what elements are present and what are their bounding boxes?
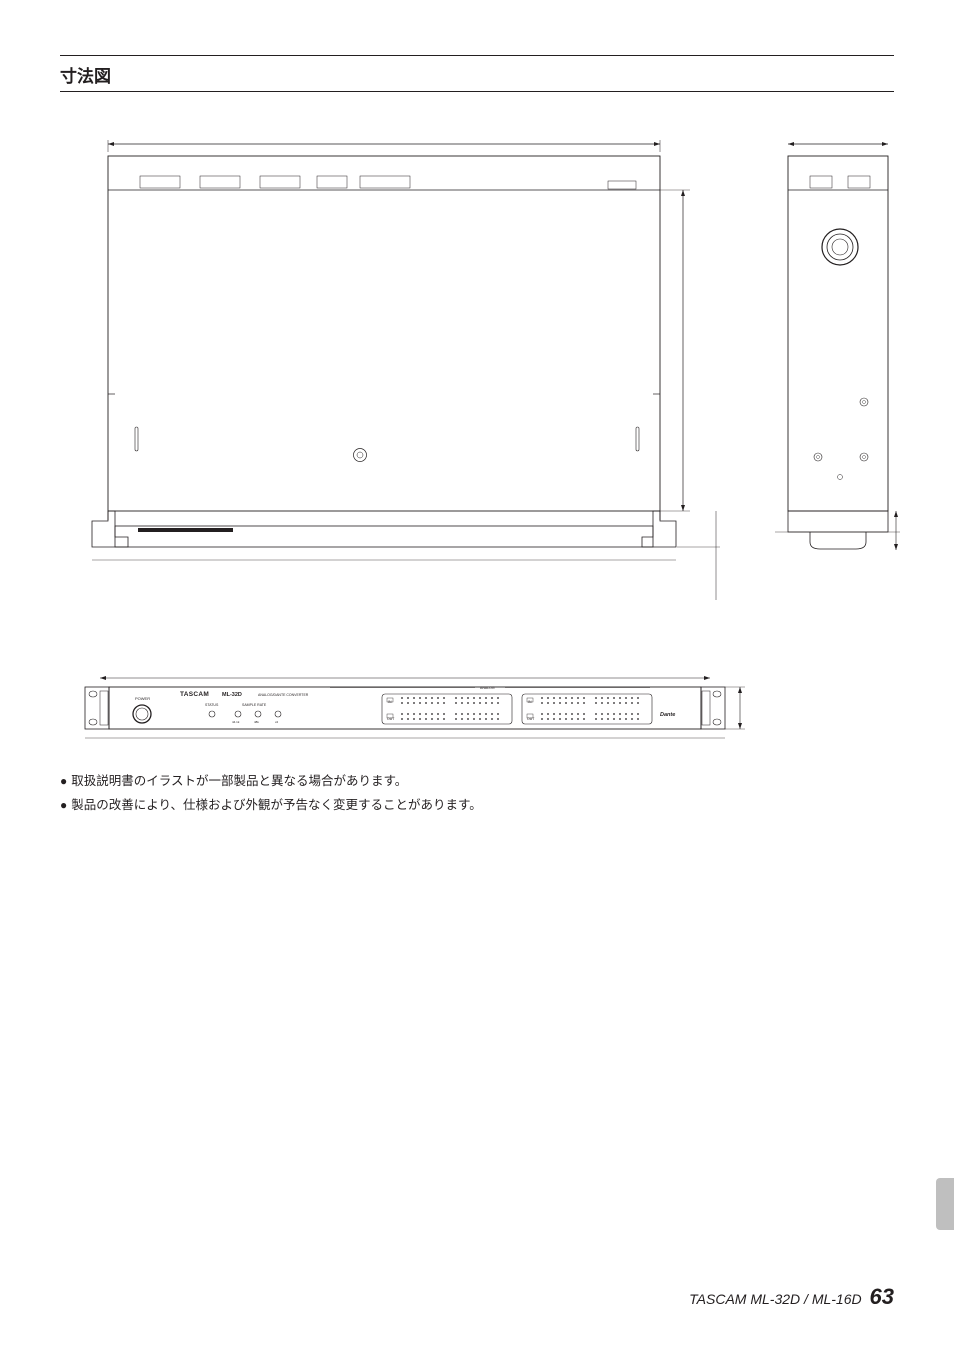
power-label: POWER — [135, 696, 150, 701]
top-view-drawing — [80, 132, 730, 602]
subtitle-text: ANALOG/DANTE CONVERTER — [258, 693, 309, 697]
status-label: STATUS — [205, 703, 219, 707]
footer-model: TASCAM ML-32D / ML-16D — [689, 1291, 861, 1307]
notes-block: ●取扱説明書のイラストが一部製品と異なる場合があります。 ●製品の改善により、仕… — [60, 770, 894, 818]
page-footer: TASCAM ML-32D / ML-16D 63 — [689, 1284, 894, 1310]
section-title: 寸法図 — [60, 62, 894, 92]
front-view-drawing: POWER TASCAM ML-32D ANALOG/DANTE CONVERT… — [80, 672, 894, 752]
analog-label: ANALOG — [480, 686, 495, 690]
page-number: 63 — [870, 1284, 894, 1309]
svg-text:OUT: OUT — [387, 717, 395, 721]
note-1: ●取扱説明書のイラストが一部製品と異なる場合があります。 — [60, 770, 894, 794]
svg-text:x2: x2 — [275, 720, 279, 724]
sr-label: SAMPLE RATE — [242, 703, 267, 707]
svg-text:OUT: OUT — [527, 717, 535, 721]
dante-label: Dante — [660, 712, 675, 718]
brand-text: TASCAM — [180, 691, 209, 698]
note-2: ●製品の改善により、仕様および外観が予告なく変更することがあります。 — [60, 794, 894, 818]
side-tab — [936, 1178, 954, 1230]
svg-text:44.1k: 44.1k — [232, 720, 240, 724]
svg-text:48k: 48k — [254, 720, 259, 724]
model-text: ML-32D — [222, 692, 242, 698]
side-view-drawing — [770, 132, 910, 602]
